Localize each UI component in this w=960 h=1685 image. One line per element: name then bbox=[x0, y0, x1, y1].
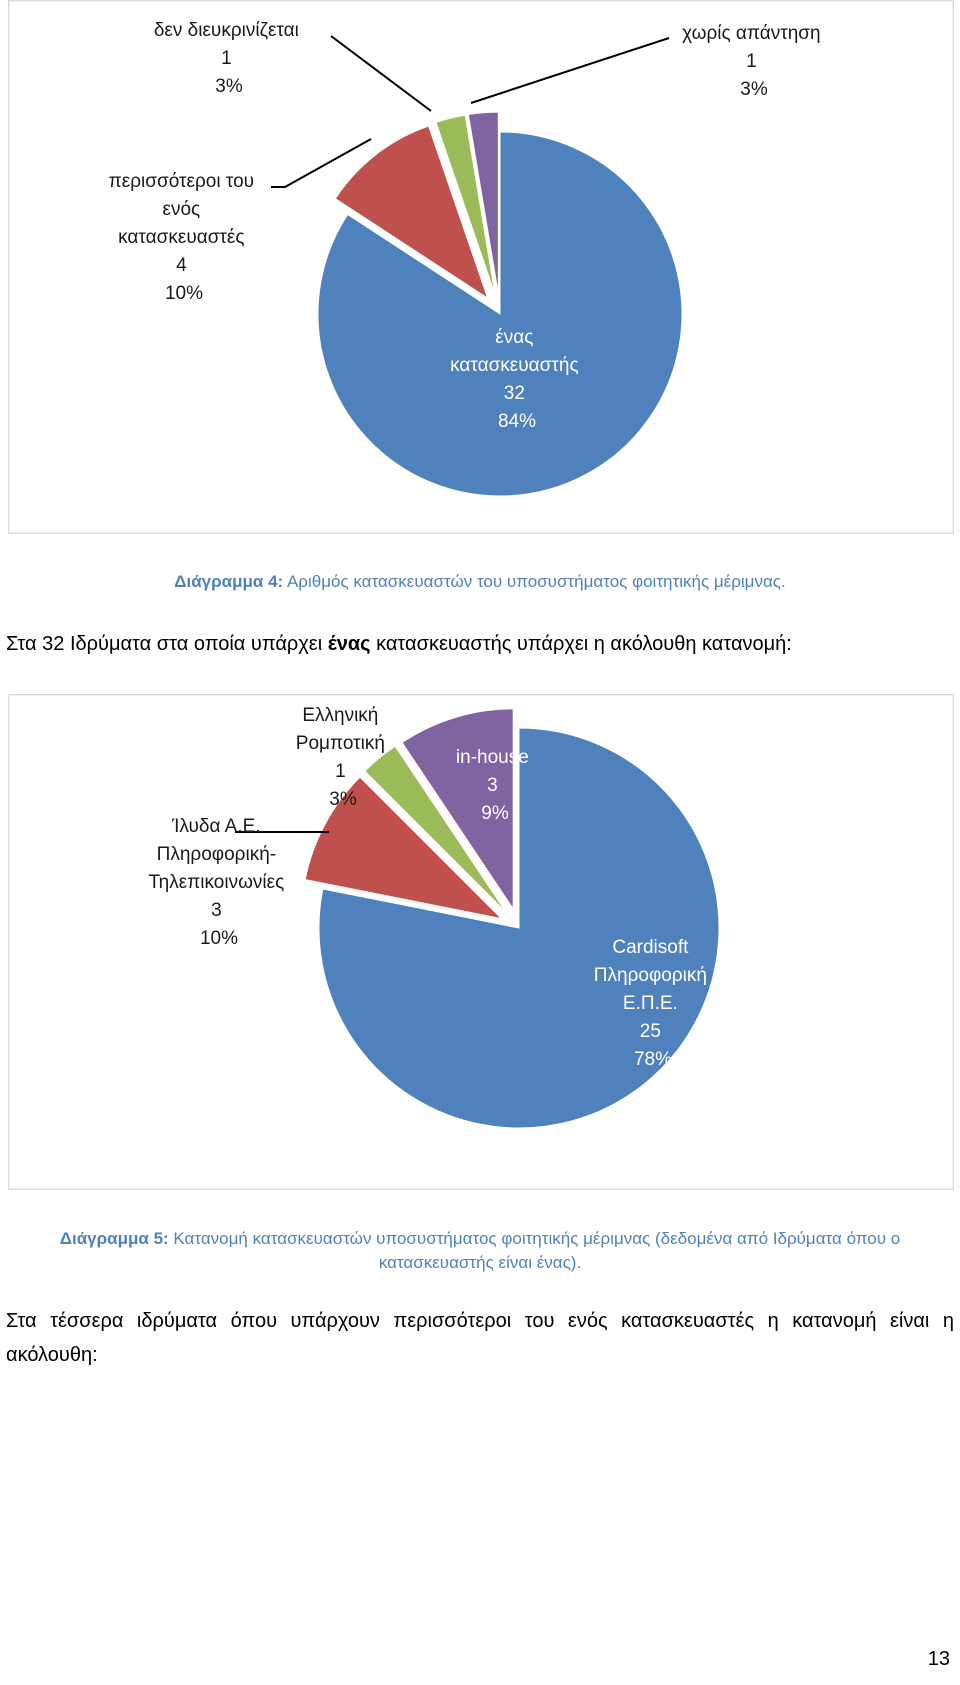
label-single-line2: κατασκευαστής bbox=[450, 355, 579, 376]
label-inhouse-pct: 9% bbox=[481, 803, 509, 824]
chart-manufacturers-count: δεν διευκρινίζεται 1 3% χωρίς απάντηση 1… bbox=[8, 0, 954, 534]
slice-no-answer bbox=[467, 111, 499, 295]
label-inhouse: in-house 3 9% bbox=[456, 747, 534, 824]
label-multi-line2: ενός bbox=[163, 199, 201, 220]
label-no-answer: χωρίς απάντηση 1 3% bbox=[682, 23, 826, 100]
leader-line-unspecified bbox=[330, 35, 432, 112]
slice-unspecified bbox=[435, 114, 496, 295]
caption-chart-5-text: Κατανομή κατασκευαστών υποσυστήματος φοι… bbox=[168, 1229, 901, 1272]
label-cardisoft-line2: Πληροφορική bbox=[594, 965, 707, 986]
label-cardisoft-line1: Cardisoft bbox=[612, 937, 689, 958]
label-ilyda: Ίλυδα Α.Ε. Πληροφορική- Τηλεπικοινωνίες … bbox=[148, 816, 289, 949]
label-ilyda-count: 3 bbox=[211, 900, 222, 921]
label-multi-pct: 10% bbox=[165, 283, 203, 304]
slice-cardisoft bbox=[318, 727, 720, 1129]
chart-manufacturer-distribution: Ελληνική Ρομποτική 1 3% Ίλυδα Α.Ε. Πληρο… bbox=[8, 694, 954, 1190]
label-inhouse-count: 3 bbox=[487, 775, 498, 796]
pie-chart-2: Ελληνική Ρομποτική 1 3% Ίλυδα Α.Ε. Πληρο… bbox=[148, 705, 720, 1129]
paragraph-multiple-manufacturers: Στα τέσσερα ιδρύματα όπου υπάρχουν περισ… bbox=[6, 1310, 954, 1366]
caption-chart-5: Διάγραμμα 5: Κατανομή κατασκευαστών υποσ… bbox=[0, 1227, 960, 1275]
label-no-answer-pct: 3% bbox=[740, 79, 768, 100]
label-ilyda-pct: 10% bbox=[200, 928, 238, 949]
pie-chart-1: δεν διευκρινίζεται 1 3% χωρίς απάντηση 1… bbox=[109, 20, 826, 497]
caption-chart-4-text: Αριθμός κατασκευαστών του υποσυστήματος … bbox=[283, 572, 786, 591]
label-ilyda-line2: Πληροφορική- bbox=[157, 844, 276, 865]
label-cardisoft: Cardisoft Πληροφορική Ε.Π.Ε. 25 78% bbox=[594, 937, 712, 1070]
label-single-count: 32 bbox=[504, 383, 525, 404]
label-multi-count: 4 bbox=[176, 255, 187, 276]
label-robotics-count: 1 bbox=[335, 761, 346, 782]
label-unspecified-pct: 3% bbox=[215, 76, 243, 97]
label-multi-line3: κατασκευαστές bbox=[118, 227, 244, 248]
paragraph-single-manufacturer: Στα 32 Ιδρύματα στα οποία υπάρχει ένας κ… bbox=[6, 627, 954, 661]
label-multi: περισσότεροι του ενός κατασκευαστές 4 10… bbox=[109, 171, 260, 304]
leader-line-multi bbox=[271, 138, 372, 188]
caption-chart-4-prefix: Διάγραμμα 4: bbox=[174, 572, 284, 591]
slice-inhouse bbox=[401, 708, 514, 911]
paragraph-1-before: Στα 32 Ιδρύματα στα οποία υπάρχει bbox=[6, 633, 328, 655]
label-unspecified: δεν διευκρινίζεται 1 3% bbox=[154, 20, 304, 97]
label-cardisoft-line3: Ε.Π.Ε. bbox=[623, 993, 678, 1014]
label-robotics-pct: 3% bbox=[329, 789, 357, 810]
caption-chart-5-prefix: Διάγραμμα 5: bbox=[59, 1229, 169, 1248]
label-unspecified-count: 1 bbox=[221, 48, 232, 69]
slice-single-manufacturer bbox=[317, 131, 683, 497]
label-ilyda-line3: Τηλεπικοινωνίες bbox=[148, 872, 284, 893]
label-single-pct: 84% bbox=[498, 411, 536, 432]
paragraph-1-bold: ένας bbox=[327, 633, 371, 655]
label-robotics-line2: Ρομποτική bbox=[296, 733, 385, 754]
label-unspecified-name: δεν διευκρινίζεται bbox=[154, 20, 299, 41]
label-robotics: Ελληνική Ρομποτική 1 3% bbox=[296, 705, 390, 810]
label-no-answer-name: χωρίς απάντηση bbox=[682, 23, 820, 44]
label-cardisoft-pct: 78% bbox=[634, 1049, 672, 1070]
label-multi-line1: περισσότεροι του bbox=[109, 171, 254, 192]
slice-robotics bbox=[364, 745, 507, 913]
page-number: 13 bbox=[927, 1648, 950, 1670]
slice-ilyda bbox=[304, 776, 503, 920]
label-inhouse-name: in-house bbox=[456, 747, 529, 768]
leader-line-no-answer bbox=[470, 37, 670, 104]
label-robotics-line1: Ελληνική bbox=[302, 705, 378, 726]
caption-chart-4: Διάγραμμα 4: Αριθμός κατασκευαστών του υ… bbox=[0, 570, 960, 594]
label-cardisoft-count: 25 bbox=[640, 1021, 661, 1042]
label-single: ένας κατασκευαστής 32 84% bbox=[450, 327, 584, 432]
paragraph-1-after: κατασκευαστής υπάρχει η ακόλουθη κατανομ… bbox=[370, 633, 792, 655]
slice-multiple-manufacturers bbox=[334, 125, 489, 300]
label-ilyda-line1: Ίλυδα Α.Ε. bbox=[171, 816, 260, 837]
label-single-line1: ένας bbox=[495, 327, 533, 348]
label-no-answer-count: 1 bbox=[746, 51, 757, 72]
